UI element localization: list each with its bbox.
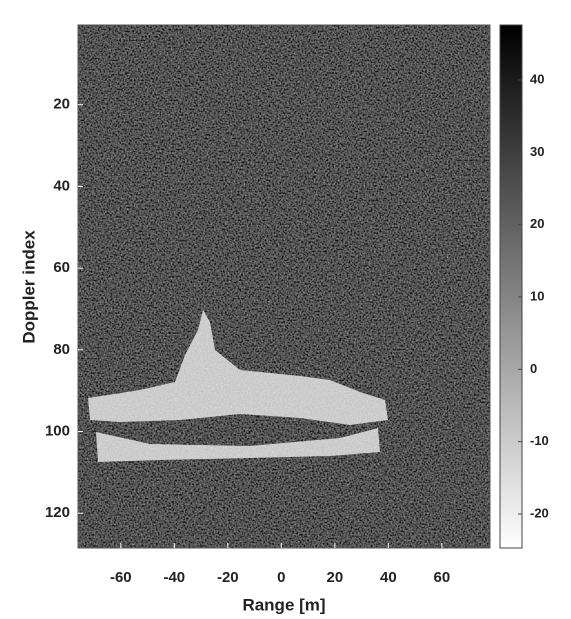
x-axis-label: Range [m] [242,595,325,614]
colorbar-tick-label: 10 [530,288,544,303]
colorbar-tick-label: -20 [530,505,549,520]
colorbar-tick-label: -10 [530,433,549,448]
colorbar-tick-label: 40 [530,71,544,86]
y-tick-label: 100 [45,423,70,440]
y-tick-label: 20 [53,96,70,113]
image-speckle [78,25,490,548]
x-tick-label: 40 [380,569,397,586]
colorbar-tick-label: 0 [530,361,537,376]
y-tick-label: 80 [53,341,70,358]
x-tick-label: -60 [110,569,132,586]
colorbar-tick-label: 30 [530,144,544,159]
colorbar [499,24,523,549]
x-tick-label: -40 [163,569,185,586]
y-tick-label: 40 [53,177,70,194]
y-tick-label: 120 [45,504,70,521]
colorbar-tick-label: 20 [530,216,544,231]
y-tick-label: 60 [53,259,70,276]
x-tick-label: 0 [277,569,285,586]
y-axis-label: Doppler index [19,230,38,344]
plot-frame [77,24,491,549]
x-tick-label: -20 [217,569,239,586]
x-tick-label: 20 [326,569,343,586]
x-tick-label: 60 [434,569,451,586]
